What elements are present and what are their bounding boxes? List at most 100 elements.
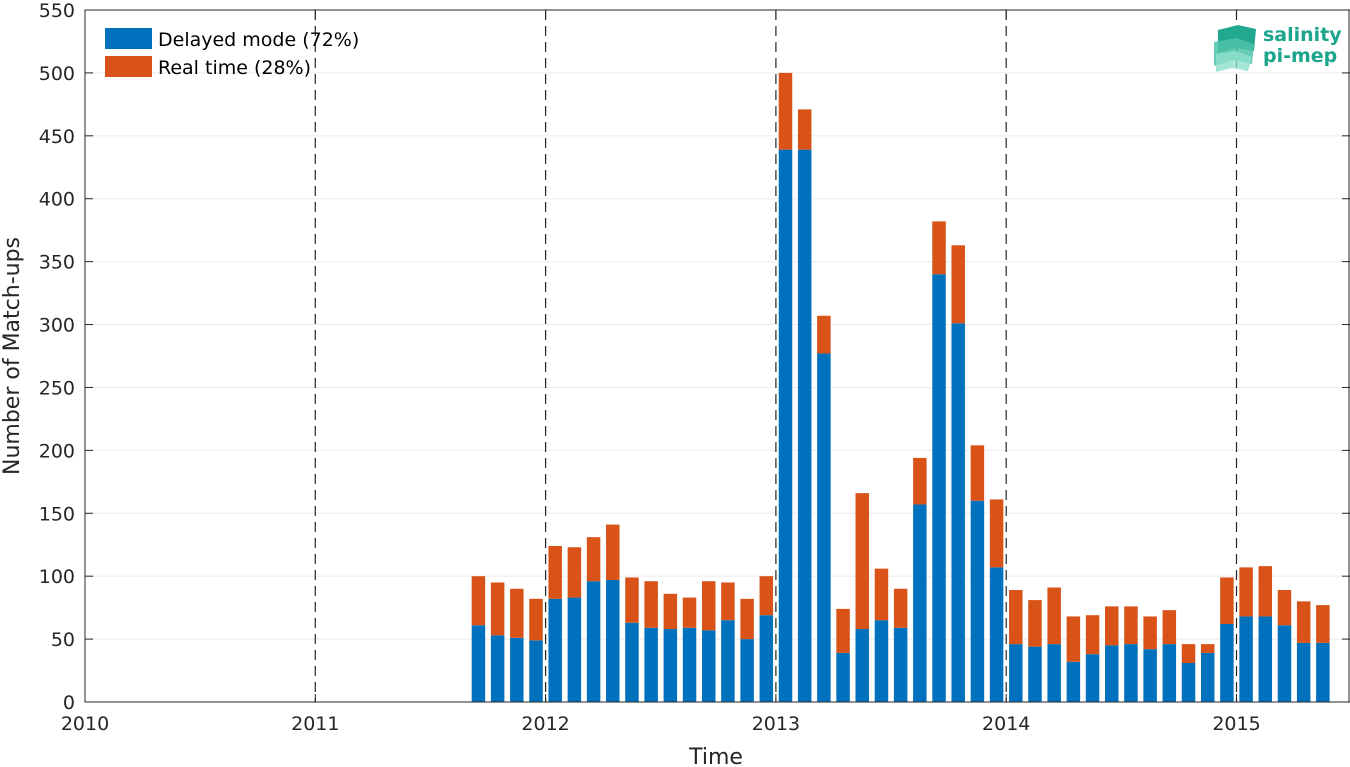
y-tick-label: 150	[39, 503, 75, 525]
bar-real-time	[913, 457, 927, 505]
bar-delayed-mode	[1085, 654, 1100, 702]
legend-label-realtime: Real time (28%)	[158, 57, 311, 79]
axis-ticks	[84, 9, 1350, 703]
bar-real-time	[874, 568, 889, 621]
bar-delayed-mode	[606, 579, 620, 702]
y-tick-label: 350	[39, 252, 75, 274]
bar-delayed-mode	[951, 323, 965, 702]
bar-real-time	[663, 593, 678, 630]
x-tick-labels: 2010 2011 2012 2013 2014 2015	[61, 713, 1261, 735]
bar-delayed-mode	[625, 622, 639, 702]
bar-delayed-mode	[797, 149, 812, 702]
bar-delayed-mode	[1220, 623, 1234, 702]
bar-real-time	[1162, 610, 1177, 645]
bar-delayed-mode	[855, 629, 870, 702]
bar-delayed-mode	[893, 627, 908, 702]
x-tick-label: 2011	[291, 713, 339, 735]
bar-delayed-mode	[548, 598, 562, 702]
bar-delayed-mode	[817, 353, 831, 702]
bar-real-time	[855, 493, 870, 630]
bar-delayed-mode	[740, 639, 754, 702]
bar-real-time	[644, 581, 658, 628]
bar-real-time	[1105, 606, 1119, 646]
y-tick-label: 400	[39, 189, 75, 211]
bar-real-time	[1316, 605, 1330, 643]
bar-real-time	[1200, 644, 1215, 653]
bar-real-time	[701, 581, 716, 631]
bar-real-time	[1028, 600, 1042, 647]
bar-real-time	[932, 221, 946, 275]
bar-real-time	[606, 524, 620, 580]
wave-icon	[1214, 25, 1256, 72]
bar-delayed-mode	[778, 149, 793, 702]
bar-delayed-mode	[529, 640, 543, 702]
bar-delayed-mode	[1124, 644, 1138, 702]
bar-delayed-mode	[1162, 644, 1177, 702]
bar-delayed-mode	[1028, 646, 1042, 702]
salinity-pi-mep-logo: salinity pi-mep	[1214, 24, 1342, 72]
bar-delayed-mode	[567, 597, 582, 702]
grid	[85, 72, 1350, 640]
bar-delayed-mode	[510, 637, 524, 702]
y-tick-label: 300	[39, 315, 75, 337]
legend-swatch-realtime	[105, 56, 152, 77]
bar-delayed-mode	[1200, 652, 1215, 702]
y-tick-label: 200	[39, 440, 75, 462]
bar-delayed-mode	[1181, 662, 1196, 702]
logo-text-salinity: salinity	[1263, 24, 1342, 46]
bar-delayed-mode	[1277, 625, 1292, 702]
bar-real-time	[490, 582, 505, 636]
bar-real-time	[836, 608, 850, 653]
bar-real-time	[1066, 616, 1081, 662]
bar-real-time	[1047, 587, 1061, 645]
bar-real-time	[1009, 590, 1023, 645]
bar-real-time	[1277, 590, 1292, 626]
bar-delayed-mode	[970, 500, 985, 702]
bar-real-time	[1124, 606, 1138, 645]
y-tick-labels: 0 50 100 150 200 250 300 350 400 450 500 550	[39, 0, 75, 714]
bar-delayed-mode	[682, 627, 697, 702]
bar-delayed-mode	[586, 581, 601, 702]
bar-real-time	[778, 72, 793, 150]
bar-delayed-mode	[1143, 649, 1157, 702]
bar-delayed-mode	[932, 274, 946, 702]
bar-delayed-mode	[913, 504, 927, 702]
bar-real-time	[817, 315, 831, 354]
legend-swatch-delayed	[105, 28, 152, 49]
bar-delayed-mode	[663, 629, 678, 702]
x-axis-title: Time	[688, 745, 743, 767]
bar-delayed-mode	[721, 620, 735, 702]
bar-real-time	[721, 582, 735, 621]
bar-real-time	[797, 109, 812, 150]
bar-real-time	[951, 245, 965, 324]
y-tick-label: 450	[39, 126, 75, 148]
bar-real-time	[1143, 616, 1157, 650]
y-tick-label: 0	[63, 692, 75, 714]
x-tick-label: 2010	[61, 713, 109, 735]
bar-real-time	[529, 598, 543, 641]
bar-real-time	[510, 588, 524, 638]
plot-frame	[84, 9, 1350, 703]
year-separators	[314, 10, 1238, 702]
bar-real-time	[1296, 601, 1311, 643]
bar-delayed-mode	[1047, 644, 1061, 702]
bar-delayed-mode	[490, 635, 505, 702]
y-tick-label: 100	[39, 566, 75, 588]
bar-real-time	[471, 576, 486, 626]
y-tick-label: 250	[39, 377, 75, 399]
y-tick-label: 550	[39, 0, 75, 22]
legend: Delayed mode (72%) Real time (28%)	[105, 28, 359, 79]
bar-real-time	[682, 597, 697, 628]
bar-real-time	[989, 499, 1004, 568]
bar-real-time	[893, 588, 908, 628]
bar-delayed-mode	[836, 652, 850, 702]
bar-delayed-mode	[1258, 616, 1273, 702]
logo-text-pi-mep: pi-mep	[1263, 45, 1337, 67]
bar-delayed-mode	[759, 615, 774, 702]
bar-delayed-mode	[874, 620, 889, 702]
y-tick-label: 500	[39, 63, 75, 85]
bar-delayed-mode	[1296, 642, 1311, 702]
bar-delayed-mode	[701, 630, 716, 702]
y-tick-label: 50	[51, 629, 75, 651]
